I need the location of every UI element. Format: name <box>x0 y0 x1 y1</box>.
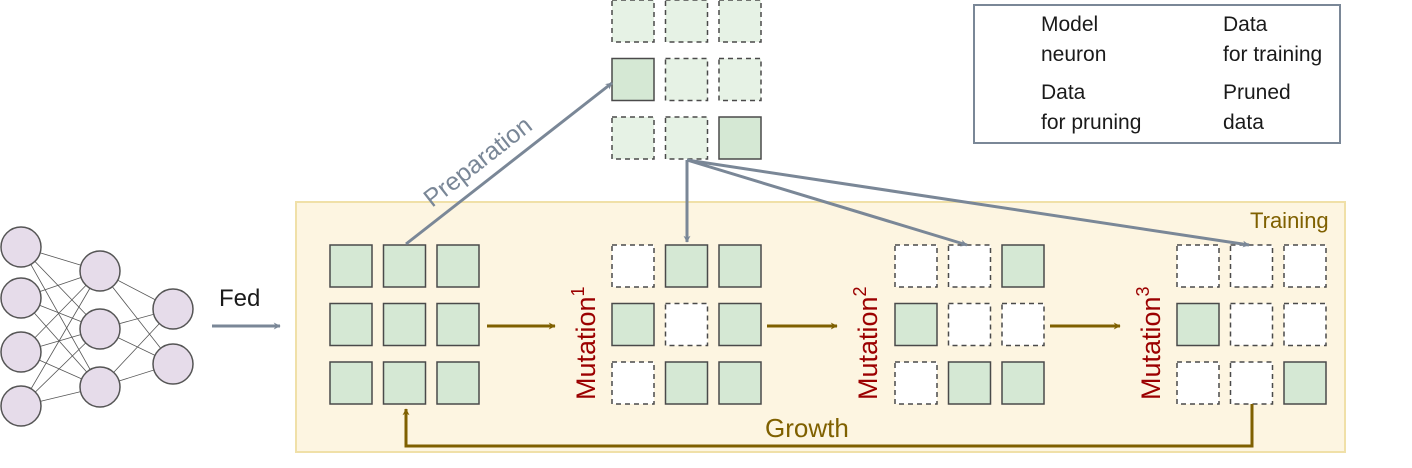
neuron <box>0 226 42 268</box>
training-data-cell <box>329 244 373 288</box>
neuron <box>79 308 121 350</box>
data-grids <box>329 0 1327 405</box>
training-data-cell <box>329 361 373 405</box>
mutation-word: Mutation <box>853 296 883 400</box>
network-edge <box>20 270 101 407</box>
neuron <box>152 288 194 330</box>
pruned-data-cell <box>1283 302 1327 347</box>
preparation-arrow <box>405 81 613 246</box>
mutation-label-3: Mutation3 <box>1133 286 1166 400</box>
neural-network <box>0 226 194 427</box>
mutation-word: Mutation <box>1136 296 1166 400</box>
training-data-cell <box>611 302 655 347</box>
mutation-superscript: 3 <box>1133 286 1153 296</box>
training-data-cell <box>1001 361 1045 405</box>
legend-data-pruning-label: Data for pruning <box>1041 81 1142 134</box>
pruning-data-cell <box>611 0 655 43</box>
pruned-data-cell <box>611 361 655 405</box>
training-data-cell <box>611 57 655 102</box>
pruning-data-cell <box>664 116 709 160</box>
training-data-cell <box>718 361 762 405</box>
training-data-cell <box>436 302 480 347</box>
legend-model-neuron-label: Model neuron <box>1041 13 1107 66</box>
selection-arrow-2 <box>686 158 968 247</box>
pruned-data-cell <box>1229 302 1274 347</box>
mutation-2-grid <box>894 244 1045 405</box>
pruned-data-cell <box>947 244 992 288</box>
pruning-data-cell <box>718 0 762 43</box>
pruned-data-cell <box>664 302 709 347</box>
training-data-cell <box>894 302 938 347</box>
pruning-pool-grid <box>611 0 762 160</box>
training-data-cell <box>664 244 709 288</box>
pruning-data-cell <box>611 116 655 160</box>
selection-arrow-3 <box>686 158 1250 248</box>
neuron <box>152 343 194 385</box>
pruned-data-cell <box>1229 244 1274 288</box>
training-data-cell <box>436 361 480 405</box>
growth-arrow <box>402 404 1254 448</box>
growth-label: Growth <box>765 413 849 443</box>
mutation-3-grid <box>1176 244 1327 405</box>
training-data-cell <box>1283 361 1327 405</box>
pruned-data-cell <box>894 361 938 405</box>
pruning-data-cell <box>718 57 762 102</box>
legend-data-training-label: Data for training <box>1223 13 1323 66</box>
neuron <box>0 331 42 373</box>
mutation-1-grid <box>611 244 762 405</box>
training-data-cell <box>718 302 762 347</box>
training-data-cell <box>947 361 992 405</box>
training-label: Training <box>1250 208 1329 233</box>
pruned-data-cell <box>1229 361 1274 405</box>
network-edge <box>20 246 101 388</box>
pruned-data-cell <box>1001 302 1045 347</box>
initial-training-grid <box>329 244 480 405</box>
mutation-label-1: Mutation1 <box>568 286 601 400</box>
neuron <box>0 385 42 427</box>
legend <box>973 4 1341 144</box>
neuron <box>79 366 121 408</box>
training-data-cell <box>1176 302 1220 347</box>
pruning-data-cell <box>664 57 709 102</box>
mutation-label-2: Mutation2 <box>850 286 883 400</box>
mutation-superscript: 1 <box>568 286 588 296</box>
training-data-cell <box>329 302 373 347</box>
mutation-superscript: 2 <box>850 286 870 296</box>
training-data-cell <box>382 302 427 347</box>
legend-pruned-data-label: Pruned data <box>1223 81 1291 134</box>
training-data-cell <box>436 244 480 288</box>
training-data-cell <box>718 244 762 288</box>
pruned-data-cell <box>947 302 992 347</box>
neuron <box>79 250 121 292</box>
fed-label: Fed <box>219 285 260 312</box>
training-data-cell <box>382 361 427 405</box>
preparation-label: Preparation <box>418 111 537 213</box>
pruning-data-cell <box>664 0 709 43</box>
training-data-cell <box>382 244 427 288</box>
mutation-word: Mutation <box>571 296 601 400</box>
pruned-data-cell <box>1283 244 1327 288</box>
neuron <box>0 277 42 319</box>
training-data-cell <box>664 361 709 405</box>
pruned-data-cell <box>611 244 655 288</box>
training-data-cell <box>718 116 762 160</box>
training-data-cell <box>1001 244 1045 288</box>
pruned-data-cell <box>1176 361 1220 405</box>
pruned-data-cell <box>1176 244 1220 288</box>
pruned-data-cell <box>894 244 938 288</box>
